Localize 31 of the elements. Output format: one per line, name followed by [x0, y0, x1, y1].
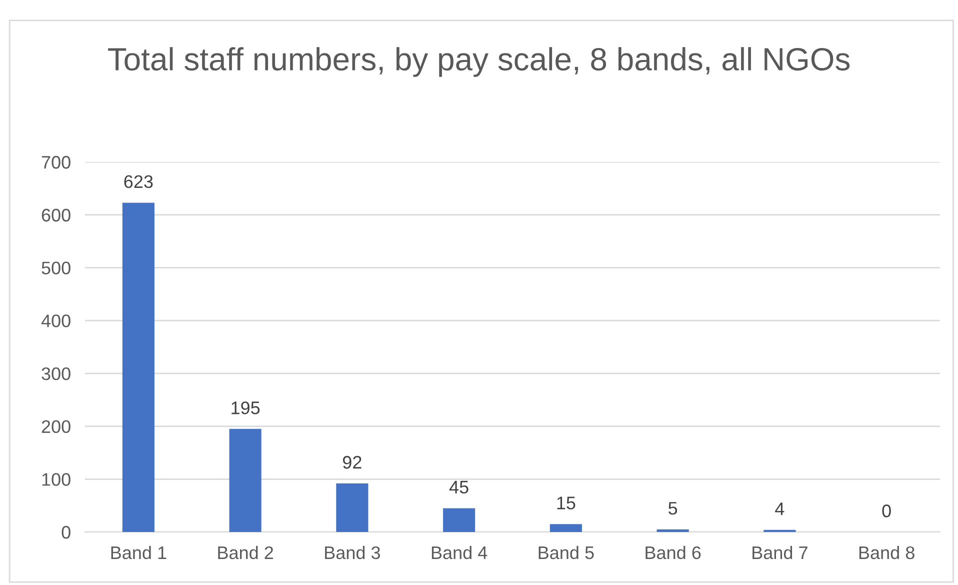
data-label: 4	[775, 502, 784, 516]
x-tick-label: Band 6	[646, 546, 701, 560]
data-label: 45	[449, 480, 468, 494]
x-tick-label: Band 2	[218, 546, 274, 560]
data-label: 5	[668, 502, 678, 515]
y-tick-label: 0	[62, 526, 70, 539]
y-tick-label: 300	[42, 367, 70, 380]
y-tick-label: 200	[42, 420, 70, 434]
bar	[550, 524, 582, 532]
x-tick-label: Band 7	[752, 546, 808, 560]
data-label: 15	[557, 496, 576, 510]
bar	[122, 202, 154, 532]
data-label: 92	[342, 456, 362, 469]
x-tick-label: Band 8	[859, 546, 914, 560]
bar	[443, 508, 476, 532]
bar	[229, 428, 262, 532]
x-tick-label: Band 1	[111, 546, 166, 560]
data-label: 623	[124, 175, 153, 188]
y-tick-label: 100	[42, 473, 70, 486]
y-tick-label: 500	[42, 262, 70, 274]
x-tick-label: Band 3	[325, 546, 380, 560]
y-tick-label: 400	[41, 314, 70, 328]
chart-title: Total staff numbers, by pay scale, 8 bands, all NGOs	[108, 47, 850, 77]
bar	[656, 529, 689, 532]
y-tick-label: 600	[42, 208, 70, 222]
y-tick-label: 700	[42, 156, 70, 169]
x-tick-label: Band 5	[538, 546, 594, 560]
data-label: 0	[882, 504, 891, 518]
bar	[336, 483, 368, 532]
data-label: 195	[232, 401, 260, 414]
x-tick-label: Band 4	[432, 546, 488, 560]
